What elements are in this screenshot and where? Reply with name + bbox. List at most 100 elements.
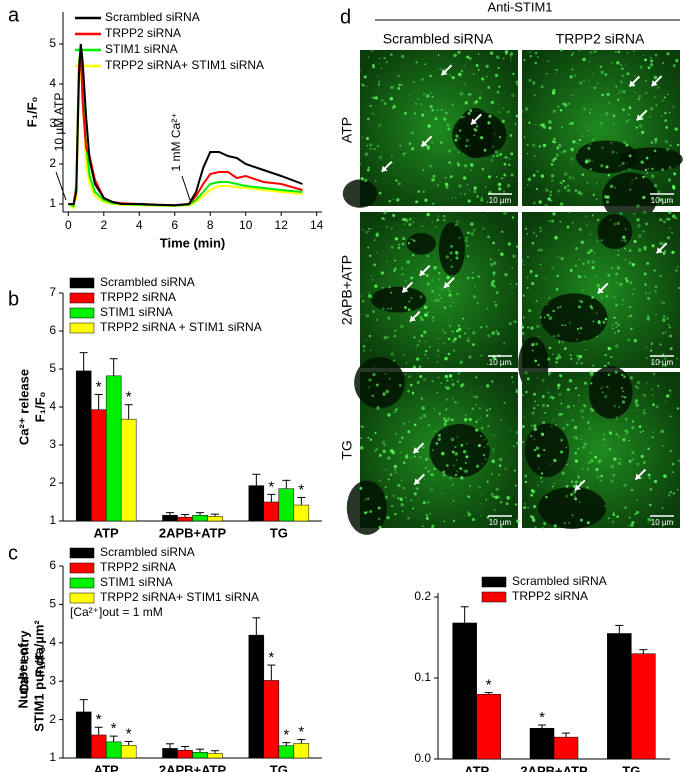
puncta <box>581 173 585 176</box>
puncta <box>672 471 674 474</box>
puncta <box>455 134 459 138</box>
puncta <box>672 521 675 523</box>
puncta <box>605 111 609 116</box>
puncta <box>515 114 519 118</box>
puncta <box>526 276 529 279</box>
puncta <box>462 317 464 320</box>
puncta <box>574 459 579 463</box>
puncta <box>455 459 458 461</box>
puncta <box>445 463 449 467</box>
puncta <box>443 306 447 309</box>
puncta <box>475 420 478 424</box>
puncta <box>535 299 538 302</box>
puncta <box>607 517 610 520</box>
puncta <box>371 112 374 115</box>
puncta <box>527 184 529 186</box>
puncta <box>644 80 647 82</box>
puncta <box>383 444 386 447</box>
puncta <box>623 141 627 145</box>
puncta <box>538 200 543 204</box>
puncta <box>358 163 362 166</box>
puncta <box>557 189 561 193</box>
x-tick-label: ATP <box>94 525 119 540</box>
puncta <box>543 448 546 452</box>
puncta <box>449 175 453 179</box>
puncta <box>536 56 539 58</box>
puncta <box>532 82 535 85</box>
puncta <box>492 356 497 360</box>
annotation: 10 µM ATP <box>52 93 66 152</box>
puncta <box>466 276 470 280</box>
puncta <box>443 520 446 523</box>
puncta <box>667 323 671 327</box>
arrow-head <box>413 447 420 454</box>
puncta <box>515 320 518 323</box>
puncta <box>661 115 663 118</box>
puncta <box>619 282 623 287</box>
puncta <box>609 219 612 221</box>
puncta <box>659 343 662 346</box>
puncta <box>611 61 614 64</box>
puncta <box>500 359 502 362</box>
puncta <box>523 317 525 319</box>
puncta <box>605 200 610 204</box>
puncta <box>385 470 387 472</box>
puncta <box>401 242 405 246</box>
puncta <box>460 476 464 480</box>
puncta <box>531 425 533 427</box>
puncta <box>361 136 363 138</box>
puncta <box>450 197 453 200</box>
puncta <box>531 281 535 286</box>
puncta <box>507 242 512 246</box>
puncta <box>557 383 561 387</box>
puncta <box>662 62 665 65</box>
scale-label: 10 µm <box>489 518 512 527</box>
puncta <box>425 457 429 461</box>
puncta <box>470 389 473 391</box>
puncta <box>596 182 598 184</box>
puncta <box>583 79 586 82</box>
puncta <box>510 283 512 285</box>
puncta <box>444 182 449 186</box>
puncta <box>541 526 544 530</box>
puncta <box>531 411 535 415</box>
puncta <box>500 419 502 421</box>
puncta <box>387 413 391 417</box>
puncta <box>373 263 377 267</box>
puncta <box>470 222 474 226</box>
puncta <box>376 319 378 322</box>
puncta <box>640 160 644 164</box>
puncta <box>582 57 586 62</box>
arrow-head <box>414 478 421 485</box>
significance: * <box>283 727 289 744</box>
puncta <box>558 341 560 344</box>
arrow-head <box>421 140 428 147</box>
puncta <box>472 331 476 335</box>
x-tick-label: 14 <box>310 218 324 232</box>
puncta <box>408 421 411 423</box>
puncta <box>615 325 618 329</box>
puncta <box>551 267 554 270</box>
puncta <box>373 113 375 115</box>
puncta <box>628 106 632 110</box>
puncta <box>382 449 386 454</box>
puncta <box>572 140 576 144</box>
puncta <box>559 305 562 308</box>
puncta <box>456 161 459 164</box>
puncta <box>562 102 565 106</box>
puncta <box>362 300 365 303</box>
puncta <box>398 83 401 87</box>
puncta <box>551 396 555 400</box>
puncta <box>608 287 611 289</box>
puncta <box>377 83 380 86</box>
puncta <box>416 357 420 361</box>
puncta <box>576 142 579 145</box>
puncta <box>533 448 537 452</box>
puncta <box>612 513 616 516</box>
puncta <box>473 189 477 194</box>
puncta <box>360 295 362 297</box>
bar <box>177 750 193 759</box>
puncta <box>456 401 459 404</box>
puncta <box>377 517 381 521</box>
puncta <box>482 227 485 230</box>
